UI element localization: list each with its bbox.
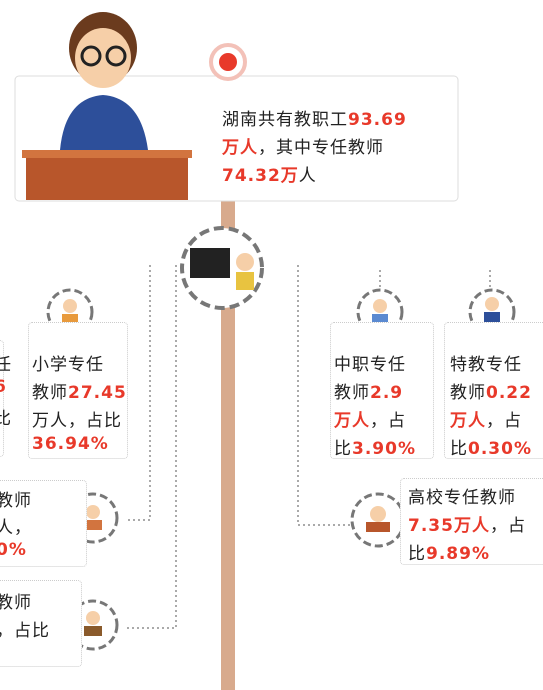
text-segment: 教师 bbox=[334, 383, 370, 403]
text-line: 万人，其中专任教师 bbox=[222, 133, 384, 158]
text-line: 万人，占 bbox=[450, 406, 522, 431]
card bbox=[0, 580, 82, 667]
text-segment: 0.30% bbox=[468, 439, 532, 459]
blackboard-icon bbox=[180, 226, 264, 310]
text-segment: 3.90% bbox=[352, 439, 416, 459]
teacher bbox=[22, 12, 192, 200]
text-segment: ，其中专任教师 bbox=[258, 138, 384, 158]
text-segment: 万人，占比 bbox=[32, 411, 122, 431]
text-line: 比 bbox=[0, 404, 12, 429]
text-segment: 万人 bbox=[334, 411, 370, 431]
text-line: 教师 bbox=[0, 588, 32, 613]
text-line: 36.94% bbox=[32, 434, 109, 454]
text-segment: 0.22 bbox=[486, 383, 532, 403]
text-line: 湖南共有教职工93.69 bbox=[222, 105, 407, 130]
text-segment: 任 bbox=[0, 355, 12, 375]
text-segment: 小学专任 bbox=[32, 355, 104, 375]
text-line: 比3.90% bbox=[334, 434, 416, 459]
text-line: 中职专任 bbox=[334, 350, 406, 375]
text-segment: 中职专任 bbox=[334, 355, 406, 375]
text-segment: 教师 bbox=[32, 383, 68, 403]
text-segment: 比 bbox=[408, 544, 426, 564]
card bbox=[330, 322, 434, 459]
text-segment: 高校专任教师 bbox=[408, 488, 516, 508]
text-segment: 36.94% bbox=[32, 434, 109, 454]
text-segment: 6 bbox=[0, 377, 7, 397]
text-segment: 9.89% bbox=[426, 544, 490, 564]
text-segment: ，占 bbox=[489, 516, 526, 536]
trunk bbox=[221, 195, 235, 690]
text-segment: 教师 bbox=[0, 593, 32, 613]
text-line: 比0.30% bbox=[450, 434, 532, 459]
text-line: 教师 bbox=[0, 486, 32, 511]
text-segment: 湖南共有教职工 bbox=[222, 110, 348, 130]
text-segment: 人 bbox=[298, 166, 317, 186]
card bbox=[0, 480, 87, 567]
text-segment: ，占比 bbox=[0, 621, 50, 641]
text-line: 7.35万人，占 bbox=[408, 511, 526, 536]
text-segment: 27.45 bbox=[68, 383, 127, 403]
text-segment: 万人 bbox=[222, 138, 258, 158]
text-line: 高校专任教师 bbox=[408, 483, 516, 508]
text-line: 比9.89% bbox=[408, 539, 490, 564]
text-segment: 7.35万人 bbox=[408, 516, 490, 536]
text-segment: 93.69 bbox=[348, 110, 407, 130]
text-segment: 特教专任 bbox=[450, 355, 522, 375]
text-segment: 74.32万 bbox=[222, 166, 299, 186]
text-line: 任 bbox=[0, 350, 12, 375]
text-segment: 比 bbox=[334, 439, 352, 459]
text-line: 教师2.9 bbox=[334, 378, 403, 403]
text-segment: 教师 bbox=[450, 383, 486, 403]
connectors bbox=[125, 265, 491, 629]
text-segment: ，占 bbox=[486, 411, 522, 431]
text-line: 小学专任 bbox=[32, 350, 104, 375]
text-segment: 人， bbox=[0, 518, 32, 538]
text-line: 特教专任 bbox=[450, 350, 522, 375]
card bbox=[400, 478, 543, 565]
text-segment: 2.9 bbox=[370, 383, 404, 403]
text-line: 人， bbox=[0, 513, 32, 538]
text-segment: 教师 bbox=[0, 491, 32, 511]
icon-figures bbox=[62, 297, 500, 636]
text-line: 6 bbox=[0, 377, 7, 397]
card bbox=[444, 322, 543, 459]
text-line: ，占比 bbox=[0, 616, 50, 641]
text-line: 教师0.22 bbox=[450, 378, 532, 403]
text-segment: 万人 bbox=[450, 411, 486, 431]
text-segment: ，占 bbox=[370, 411, 406, 431]
text-line: 万人，占比 bbox=[32, 406, 122, 431]
card bbox=[28, 322, 128, 459]
text-segment: 0% bbox=[0, 540, 27, 560]
text-segment: 比 bbox=[450, 439, 468, 459]
text-line: 万人，占 bbox=[334, 406, 406, 431]
text-segment: 比 bbox=[0, 409, 12, 429]
text-line: 74.32万人 bbox=[222, 161, 317, 186]
text-line: 0% bbox=[0, 540, 27, 560]
text-line: 教师27.45 bbox=[32, 378, 127, 403]
red-dot bbox=[219, 53, 237, 71]
